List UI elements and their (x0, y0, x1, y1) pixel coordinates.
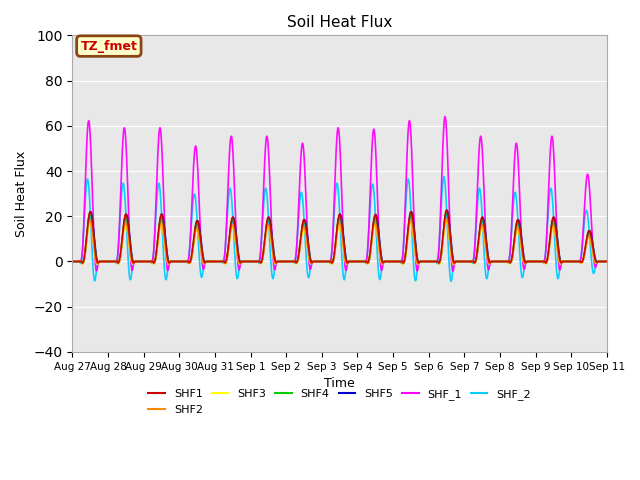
X-axis label: Time: Time (324, 377, 355, 390)
Legend: SHF1, SHF2, SHF3, SHF4, SHF5, SHF_1, SHF_2: SHF1, SHF2, SHF3, SHF4, SHF5, SHF_1, SHF… (144, 385, 536, 419)
Title: Soil Heat Flux: Soil Heat Flux (287, 15, 392, 30)
Y-axis label: Soil Heat Flux: Soil Heat Flux (15, 151, 28, 237)
Text: TZ_fmet: TZ_fmet (81, 39, 138, 53)
